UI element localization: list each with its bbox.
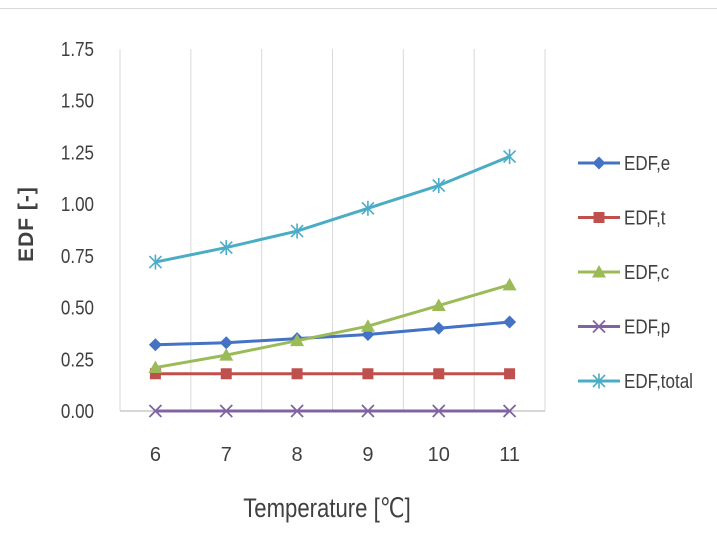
data-point-triangle: [148, 360, 163, 374]
legend-item: EDF,c: [578, 261, 669, 284]
series-edf-p: [148, 404, 517, 418]
grid-lines: [119, 49, 546, 411]
y-tick-label: 1.00: [61, 193, 94, 216]
legend-label: EDF,p: [624, 315, 670, 338]
legend-item: EDF,p: [578, 315, 670, 338]
data-point-star: [290, 223, 304, 239]
marker-stroke: [290, 404, 304, 418]
y-tick-label: 0.50: [61, 296, 94, 319]
series-line: [155, 320, 510, 347]
data-point-star: [361, 200, 375, 216]
legend-item: EDF,e: [578, 152, 670, 175]
y-tick-label: 0.75: [61, 245, 94, 268]
data-point-diamond: [503, 315, 517, 329]
series-edf-c: [148, 277, 517, 374]
x-tick-label: 6: [150, 444, 161, 466]
data-point-x: [432, 404, 446, 418]
marker-stroke: [592, 319, 606, 334]
data-point-square: [593, 212, 605, 223]
series-edf-t: [149, 368, 516, 380]
x-tick-label: 10: [428, 444, 450, 466]
y-tick-label: 0.00: [61, 400, 94, 423]
marker-stroke: [502, 404, 517, 418]
data-point-star: [148, 254, 162, 270]
data-point-star: [219, 240, 233, 256]
series-edf-total: [148, 149, 517, 270]
data-point-triangle: [502, 277, 517, 291]
data-point-star: [432, 178, 446, 194]
data-point-square: [504, 368, 516, 380]
data-point-x: [219, 404, 233, 418]
y-tick-label: 1.50: [61, 89, 94, 112]
legend-label: EDF,t: [624, 206, 666, 229]
data-point-x: [592, 319, 606, 334]
marker-stroke: [219, 404, 233, 418]
data-point-star: [503, 149, 517, 165]
data-point-triangle: [290, 333, 305, 347]
data-point-star: [592, 373, 606, 389]
data-point-square: [291, 368, 303, 380]
legend-item: EDF,t: [578, 206, 666, 229]
axes: 0.00 0.25 0.50 0.75 1.00 1.25 1.50 1.75 6 7 8 9 10 11: [61, 38, 545, 466]
data-point-square: [433, 368, 445, 380]
data-point-diamond: [592, 156, 606, 170]
legend-item: EDF,total: [578, 370, 693, 393]
legend: EDF,e EDF,t EDF,c EDF,p EDF,total: [578, 152, 693, 393]
data-point-square: [362, 368, 374, 380]
legend-label: EDF,c: [624, 261, 669, 284]
data-point-triangle: [592, 265, 606, 278]
data-point-diamond: [219, 336, 233, 350]
data-point-x: [290, 404, 304, 418]
series-group: [148, 149, 517, 418]
top-divider: [0, 8, 717, 9]
data-point-x: [361, 404, 375, 418]
data-point-triangle: [219, 348, 234, 361]
y-tick-label: 0.25: [61, 348, 94, 371]
data-point-square: [149, 368, 161, 380]
x-tick-label: 9: [362, 444, 373, 466]
x-tick-label: 7: [221, 444, 232, 466]
x-axis-title: Temperature [℃]: [243, 494, 410, 524]
y-axis-title: EDF [-]: [15, 186, 38, 262]
x-tick-label: 11: [499, 444, 520, 466]
marker-stroke: [432, 404, 446, 418]
legend-label: EDF,e: [624, 152, 670, 175]
y-tick-label: 1.75: [61, 38, 94, 61]
series-line: [155, 283, 511, 370]
data-point-triangle: [360, 319, 375, 332]
data-point-square: [220, 368, 232, 380]
data-point-x: [148, 404, 163, 418]
series-line: [155, 155, 511, 264]
y-tick-label: 1.25: [61, 141, 94, 164]
marker-stroke: [148, 404, 163, 418]
data-point-triangle: [431, 298, 446, 312]
x-tick-label: 8: [292, 444, 303, 466]
legend-label: EDF,total: [624, 370, 693, 393]
data-point-diamond: [432, 321, 446, 335]
marker-stroke: [361, 404, 375, 418]
data-point-diamond: [148, 338, 162, 352]
data-point-x: [502, 404, 517, 418]
